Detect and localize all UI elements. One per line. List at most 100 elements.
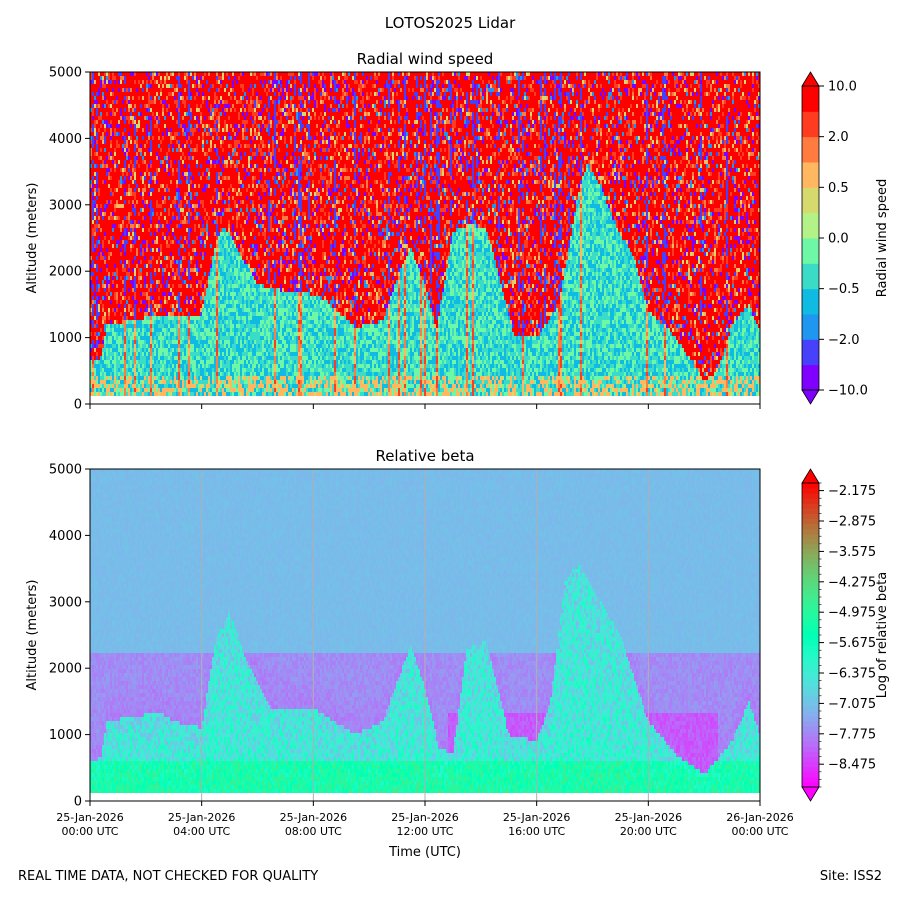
colorbar-band: [802, 574, 819, 580]
colorbar-band: [802, 518, 819, 525]
colorbar-band: [802, 212, 819, 239]
panel-1: Radial wind speed 0 1000 2000 3000 4000 5000 Al…: [25, 50, 890, 413]
y-tick-label: 0: [74, 795, 82, 810]
colorbar-band: [802, 508, 819, 514]
panel-title: Radial wind speed: [357, 50, 494, 68]
colorbar-band: [802, 665, 819, 671]
colorbar-band: [802, 564, 819, 570]
colorbar-tick-label: −2.875: [828, 515, 876, 530]
colorbar-2: −2.175 −2.875 −3.575 −4.275 −4.975 −5.675 −6.3…: [801, 468, 890, 802]
colorbar-band: [802, 741, 819, 747]
colorbar-band: [802, 619, 819, 626]
quality-notice: REAL TIME DATA, NOT CHECKED FOR QUALITY: [18, 869, 319, 884]
colorbar-band: [802, 609, 819, 616]
site-label: Site: ISS2: [819, 869, 882, 884]
colorbar-band: [802, 771, 819, 778]
colorbar-band: [802, 548, 819, 555]
colorbar-band: [802, 614, 819, 621]
y-axis-label: Altitude (meters): [25, 183, 40, 294]
x-tick-time: 04:00 UTC: [173, 825, 230, 838]
colorbar-band: [802, 533, 819, 540]
y-tick-label: 2000: [49, 265, 82, 280]
x-tick-date: 25-Jan-2026: [615, 811, 683, 824]
colorbar-band: [802, 781, 819, 788]
colorbar-tick-label: 2.0: [828, 130, 849, 145]
y-tick-label: 1000: [49, 331, 82, 346]
colorbar-tick-label: −5.675: [828, 636, 876, 651]
x-tick-time: 00:00 UTC: [731, 825, 788, 838]
colorbar-tick-label: −2.175: [828, 484, 876, 499]
y-tick-label: 2000: [49, 662, 82, 677]
x-tick-date: 25-Jan-2026: [56, 811, 124, 824]
colorbar-band: [802, 314, 819, 340]
colorbar-band: [802, 86, 819, 112]
colorbar-tick-label: −4.975: [828, 606, 876, 621]
heatmap-1: [90, 72, 760, 404]
x-tick-time: 20:00 UTC: [620, 825, 677, 838]
colorbar-band: [802, 650, 819, 656]
x-tick-time: 12:00 UTC: [396, 825, 453, 838]
colorbar-tick-label: −3.575: [828, 545, 876, 560]
colorbar-band: [802, 655, 819, 661]
colorbar-label: Radial wind speed: [875, 179, 890, 297]
colorbar-band: [802, 766, 819, 773]
colorbar-band: [802, 579, 819, 585]
colorbar-band: [802, 513, 819, 519]
colorbar-tick-label: −2.0: [828, 333, 860, 348]
panel-2: Relative beta 0 1000 2000 3000 4000 5000 Altitu…: [25, 447, 890, 860]
colorbar-tick-label: −7.775: [828, 727, 876, 742]
colorbar-band: [802, 680, 819, 687]
colorbar-tick-label: −10.0: [828, 384, 868, 399]
colorbar-band: [802, 187, 819, 214]
colorbar-band: [802, 538, 819, 545]
colorbar-band: [802, 503, 819, 509]
panel-title: Relative beta: [375, 447, 474, 465]
x-tick-time: 08:00 UTC: [285, 825, 342, 838]
colorbar-band: [802, 493, 819, 499]
x-tick-time: 16:00 UTC: [508, 825, 565, 838]
colorbar-extend-max: [801, 468, 820, 484]
colorbar-band: [802, 624, 819, 631]
colorbar-band: [802, 589, 819, 595]
colorbar-band: [802, 721, 819, 727]
y-tick-label: 4000: [49, 529, 82, 544]
colorbar-band: [802, 746, 819, 753]
colorbar-label: Log of relative beta: [875, 572, 890, 699]
x-tick-date: 25-Jan-2026: [391, 811, 459, 824]
colorbar-tick-label: −0.5: [828, 282, 860, 297]
y-tick-label: 0: [74, 398, 82, 413]
colorbar-band: [802, 629, 819, 636]
colorbar-band: [802, 599, 819, 606]
colorbar-band: [802, 675, 819, 682]
colorbar-band: [802, 726, 819, 732]
colorbar-band: [802, 736, 819, 742]
y-tick-label: 5000: [49, 66, 82, 81]
colorbar-band: [802, 584, 819, 590]
colorbar-band: [802, 761, 819, 768]
y-axis-label: Altitude (meters): [25, 580, 40, 691]
colorbar-band: [802, 700, 819, 707]
y-tick-label: 1000: [49, 728, 82, 743]
colorbar-band: [802, 716, 819, 722]
colorbar-band: [802, 635, 819, 641]
x-axis-label: Time (UTC): [388, 845, 461, 860]
x-tick-date: 25-Jan-2026: [168, 811, 236, 824]
colorbar-tick-label: 0.5: [828, 181, 849, 196]
colorbar-band: [802, 498, 819, 504]
colorbar-band: [802, 756, 819, 763]
colorbar-band: [802, 645, 819, 651]
colorbar-extend-min: [801, 389, 820, 405]
colorbar-band: [802, 604, 819, 611]
y-tick-label: 3000: [49, 595, 82, 610]
colorbar-band: [802, 670, 819, 677]
y-tick-label: 5000: [49, 463, 82, 478]
colorbar-band: [802, 695, 819, 702]
colorbar-extend-max: [801, 71, 820, 87]
colorbar-band: [802, 569, 819, 575]
colorbar-band: [802, 751, 819, 758]
colorbar-band: [802, 488, 819, 494]
colorbar-band: [802, 111, 819, 138]
colorbar-tick-label: 10.0: [828, 80, 857, 95]
